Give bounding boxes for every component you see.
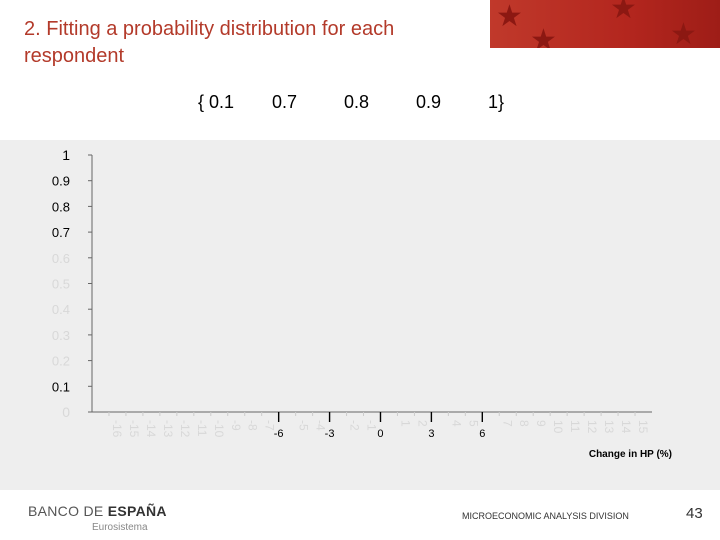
x-tick-label: -6 — [274, 428, 284, 440]
x-axis-label: Change in HP (%) — [589, 449, 672, 460]
x-tick-label-faded: 5 — [466, 420, 480, 427]
set-token: 1} — [488, 92, 505, 112]
division-label: MICROECONOMIC ANALYSIS DIVISION — [462, 511, 629, 521]
y-tick-label: 0.8 — [52, 199, 70, 214]
x-tick-label-faded: -5 — [297, 420, 311, 431]
x-tick-label-faded: 12 — [585, 420, 599, 434]
x-tick-label-faded: -1 — [365, 420, 379, 431]
x-tick-label-faded: 1 — [398, 420, 412, 427]
x-tick-label-faded: -16 — [110, 420, 124, 438]
header-banner: ★ ★ ★ ★ — [490, 0, 720, 48]
y-tick-label: 0.4 — [52, 302, 70, 317]
x-tick-label-faded: 13 — [602, 420, 616, 434]
y-tick-label: 0.1 — [52, 379, 70, 394]
x-tick-label-faded: -4 — [314, 420, 328, 431]
slide-title: 2. Fitting a probability distribution fo… — [24, 18, 395, 67]
x-tick-label-faded: -12 — [178, 420, 192, 438]
x-tick-label: -3 — [325, 428, 335, 440]
x-tick-label-faded: -9 — [229, 420, 243, 431]
y-tick-label: 0.5 — [52, 277, 70, 292]
x-tick-label-faded: 8 — [517, 420, 531, 427]
x-tick-label-faded: -2 — [348, 420, 362, 431]
y-tick-label: 0.6 — [52, 251, 70, 266]
probability-chart: 00.10.20.30.40.50.60.70.80.91-16 -15 -14 -1… — [52, 147, 672, 460]
logo-text-bold: ESPAÑA — [107, 503, 167, 519]
x-tick-label-faded: 4 — [449, 420, 463, 427]
x-tick-label-faded: 15 — [636, 420, 650, 434]
set-token: 0.7 — [272, 92, 298, 112]
y-tick-label: 1 — [62, 147, 70, 163]
x-tick-label-faded: -8 — [246, 420, 260, 431]
x-tick-label-faded: -10 — [212, 420, 226, 438]
y-tick-label: 0.9 — [52, 174, 70, 189]
x-tick-label-faded: -14 — [144, 420, 158, 438]
x-tick-label-faded: 9 — [534, 420, 548, 427]
x-tick-label-faded: 10 — [551, 420, 565, 434]
set-token: 0.9 — [416, 92, 442, 112]
page-number: 43 — [686, 505, 703, 522]
x-tick-label-faded: 7 — [500, 420, 514, 427]
y-tick-label: 0.7 — [52, 225, 70, 240]
star-icon: ★ — [496, 0, 523, 33]
x-tick-label: 0 — [377, 428, 383, 440]
x-tick-label-faded: -15 — [127, 420, 141, 438]
x-tick-label: 6 — [479, 428, 485, 440]
chart-background — [0, 140, 720, 490]
set-token: 0.8 — [344, 92, 370, 112]
x-tick-label-faded: -7 — [263, 420, 277, 431]
bank-logo: BANCO DE ESPAÑA — [28, 503, 167, 519]
y-tick-label: 0.2 — [52, 354, 70, 369]
y-tick-label: 0.3 — [52, 328, 70, 343]
footer — [0, 490, 720, 540]
x-tick-label-faded: -11 — [195, 420, 209, 437]
probability-set: { 0.1 0.7 0.8 0.9 1} — [198, 92, 518, 118]
star-icon: ★ — [670, 18, 697, 49]
logo-subtitle: Eurosistema — [92, 522, 148, 533]
star-icon: ★ — [610, 0, 637, 25]
set-token: { 0.1 — [198, 92, 235, 112]
x-tick-label-faded: -13 — [161, 420, 175, 438]
x-tick-label-faded: 2 — [415, 420, 429, 427]
x-tick-label-faded: 14 — [619, 420, 633, 434]
y-tick-label: 0 — [62, 404, 70, 420]
x-tick-label-faded: 11 — [568, 420, 582, 433]
x-tick-label: 3 — [428, 428, 434, 440]
logo-text: BANCO DE — [28, 503, 108, 519]
star-icon: ★ — [530, 24, 557, 49]
